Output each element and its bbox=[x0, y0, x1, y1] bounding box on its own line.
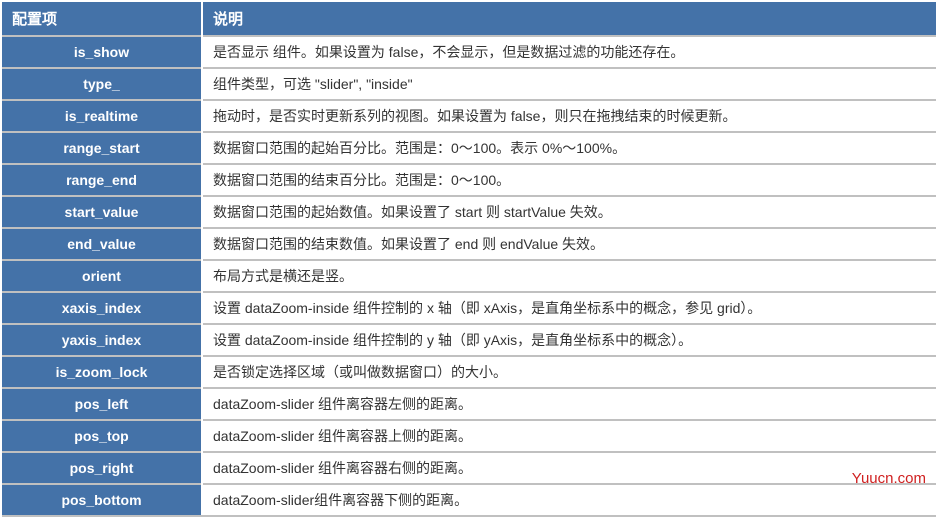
table-body: is_show是否显示 组件。如果设置为 false，不会显示，但是数据过滤的功… bbox=[2, 36, 936, 516]
row-desc: 数据窗口范围的起始数值。如果设置了 start 则 startValue 失效。 bbox=[202, 196, 936, 228]
row-desc: 数据窗口范围的结束百分比。范围是：0～100。 bbox=[202, 164, 936, 196]
row-desc: 布局方式是横还是竖。 bbox=[202, 260, 936, 292]
row-desc: dataZoom-slider 组件离容器上侧的距离。 bbox=[202, 420, 936, 452]
row-key: range_end bbox=[2, 164, 202, 196]
row-desc: 拖动时，是否实时更新系列的视图。如果设置为 false，则只在拖拽结束的时候更新… bbox=[202, 100, 936, 132]
row-key: xaxis_index bbox=[2, 292, 202, 324]
table-row: yaxis_index设置 dataZoom-inside 组件控制的 y 轴（… bbox=[2, 324, 936, 356]
table-row: range_start数据窗口范围的起始百分比。范围是：0～100。表示 0%～… bbox=[2, 132, 936, 164]
table-row: orient布局方式是横还是竖。 bbox=[2, 260, 936, 292]
row-key: range_start bbox=[2, 132, 202, 164]
header-desc: 说明 bbox=[202, 2, 936, 36]
row-desc: 数据窗口范围的结束数值。如果设置了 end 则 endValue 失效。 bbox=[202, 228, 936, 260]
table-row: is_realtime拖动时，是否实时更新系列的视图。如果设置为 false，则… bbox=[2, 100, 936, 132]
row-key: orient bbox=[2, 260, 202, 292]
row-key: start_value bbox=[2, 196, 202, 228]
row-desc: 组件类型，可选 "slider", "inside" bbox=[202, 68, 936, 100]
row-desc: dataZoom-slider 组件离容器左侧的距离。 bbox=[202, 388, 936, 420]
row-desc: 设置 dataZoom-inside 组件控制的 x 轴（即 xAxis，是直角… bbox=[202, 292, 936, 324]
row-desc: dataZoom-slider组件离容器下侧的距离。 bbox=[202, 484, 936, 516]
table-row: pos_leftdataZoom-slider 组件离容器左侧的距离。 bbox=[2, 388, 936, 420]
row-desc: dataZoom-slider 组件离容器右侧的距离。 bbox=[202, 452, 936, 484]
row-desc: 数据窗口范围的起始百分比。范围是：0～100。表示 0%～100%。 bbox=[202, 132, 936, 164]
table-row: xaxis_index设置 dataZoom-inside 组件控制的 x 轴（… bbox=[2, 292, 936, 324]
header-key: 配置项 bbox=[2, 2, 202, 36]
row-key: type_ bbox=[2, 68, 202, 100]
row-key: pos_bottom bbox=[2, 484, 202, 516]
table-row: pos_topdataZoom-slider 组件离容器上侧的距离。 bbox=[2, 420, 936, 452]
row-desc: 是否显示 组件。如果设置为 false，不会显示，但是数据过滤的功能还存在。 bbox=[202, 36, 936, 68]
row-key: yaxis_index bbox=[2, 324, 202, 356]
table-row: pos_bottomdataZoom-slider组件离容器下侧的距离。 bbox=[2, 484, 936, 516]
row-key: is_show bbox=[2, 36, 202, 68]
table-header-row: 配置项 说明 bbox=[2, 2, 936, 36]
row-desc: 是否锁定选择区域（或叫做数据窗口）的大小。 bbox=[202, 356, 936, 388]
row-key: is_zoom_lock bbox=[2, 356, 202, 388]
table-row: is_show是否显示 组件。如果设置为 false，不会显示，但是数据过滤的功… bbox=[2, 36, 936, 68]
row-desc: 设置 dataZoom-inside 组件控制的 y 轴（即 yAxis，是直角… bbox=[202, 324, 936, 356]
row-key: end_value bbox=[2, 228, 202, 260]
table-row: range_end数据窗口范围的结束百分比。范围是：0～100。 bbox=[2, 164, 936, 196]
table-row: type_组件类型，可选 "slider", "inside" bbox=[2, 68, 936, 100]
table-row: pos_rightdataZoom-slider 组件离容器右侧的距离。 bbox=[2, 452, 936, 484]
row-key: pos_right bbox=[2, 452, 202, 484]
row-key: pos_top bbox=[2, 420, 202, 452]
config-table: 配置项 说明 is_show是否显示 组件。如果设置为 false，不会显示，但… bbox=[2, 2, 936, 517]
table-row: start_value数据窗口范围的起始数值。如果设置了 start 则 sta… bbox=[2, 196, 936, 228]
table-wrapper: 配置项 说明 is_show是否显示 组件。如果设置为 false，不会显示，但… bbox=[2, 2, 936, 517]
table-row: is_zoom_lock是否锁定选择区域（或叫做数据窗口）的大小。 bbox=[2, 356, 936, 388]
row-key: pos_left bbox=[2, 388, 202, 420]
table-row: end_value数据窗口范围的结束数值。如果设置了 end 则 endValu… bbox=[2, 228, 936, 260]
row-key: is_realtime bbox=[2, 100, 202, 132]
